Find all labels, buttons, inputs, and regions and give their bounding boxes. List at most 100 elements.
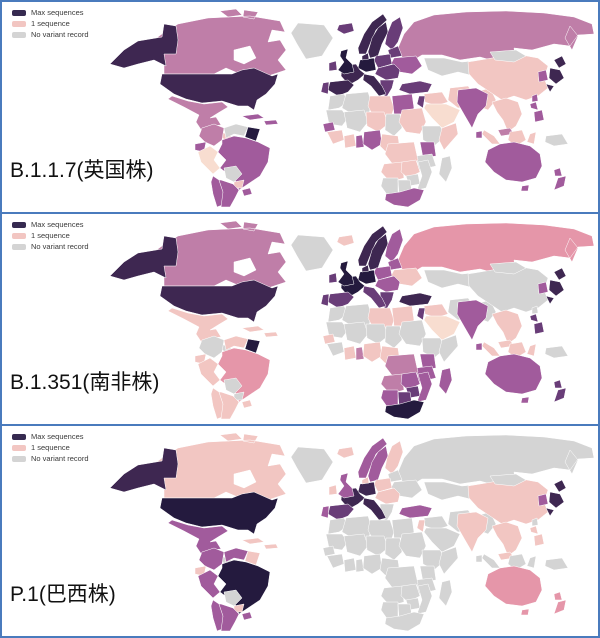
legend-label: Max sequences — [31, 220, 84, 229]
country-venezuela — [223, 547, 249, 563]
country-sudan — [398, 531, 427, 559]
country-guyanas — [244, 338, 261, 354]
country-portugal — [320, 293, 330, 307]
legend-row: Max sequences — [12, 433, 89, 441]
panel-label-b1351: B.1.351(南非株) — [10, 371, 160, 394]
legend-row: 1 sequence — [12, 232, 89, 240]
legend-swatch-none — [12, 32, 26, 38]
country-colombia — [198, 547, 225, 571]
country-caribbean — [241, 537, 279, 550]
country-newguinea — [544, 133, 569, 147]
country-guyanas — [244, 550, 261, 566]
country-iceland — [336, 234, 355, 247]
country-mexico — [167, 519, 229, 556]
country-seasia — [491, 309, 523, 345]
country-chad — [384, 113, 403, 137]
legend-row: 1 sequence — [12, 444, 89, 452]
country-seasia — [491, 521, 523, 557]
country-australia — [484, 141, 543, 183]
country-ghana — [355, 134, 365, 149]
country-saudi — [423, 527, 461, 553]
country-germany — [357, 57, 377, 73]
country-india — [456, 299, 489, 341]
legend-swatch-max — [12, 10, 26, 16]
country-philippines — [529, 313, 545, 335]
country-senegal — [322, 333, 336, 345]
country-germany — [357, 269, 377, 285]
country-germany — [357, 481, 377, 497]
world-map-p1 — [102, 428, 598, 632]
country-tasmania — [520, 184, 530, 192]
country-denmark — [361, 476, 370, 485]
world-map-b1351 — [102, 216, 598, 420]
country-denmark — [361, 264, 370, 273]
country-colombia — [198, 335, 225, 359]
country-finland — [384, 440, 404, 475]
country-israel — [416, 519, 426, 533]
country-venezuela — [223, 123, 249, 139]
country-turkey — [398, 292, 433, 307]
country-finland — [384, 228, 404, 263]
country-peru — [197, 357, 221, 387]
map-panel-b1351: Max sequences 1 sequence No variant reco… — [2, 214, 598, 426]
world-map-b117 — [102, 4, 598, 208]
legend-swatch-none — [12, 456, 26, 462]
country-southkorea — [537, 493, 549, 507]
legend-swatch-one — [12, 233, 26, 239]
country-mali — [343, 109, 369, 133]
country-madagascar — [438, 367, 453, 395]
country-norway — [357, 13, 388, 55]
country-caribbean — [241, 325, 279, 338]
legend-swatch-max — [12, 434, 26, 440]
country-mauritania — [325, 533, 349, 551]
country-portugal — [320, 81, 330, 95]
country-ivorycoast — [343, 557, 357, 573]
country-guinea — [326, 129, 345, 145]
country-nigeria — [362, 553, 383, 575]
country-argentina — [218, 179, 240, 208]
legend-swatch-one — [12, 445, 26, 451]
country-taiwan — [531, 305, 539, 315]
legend-row: No variant record — [12, 31, 89, 39]
country-senegal — [322, 121, 336, 133]
legend-swatch-one — [12, 21, 26, 27]
country-usa — [159, 491, 279, 535]
country-mongolia — [489, 261, 527, 275]
panel-label-p1: P.1(巴西株) — [10, 583, 116, 606]
country-bolivia — [223, 377, 243, 395]
country-mali — [343, 321, 369, 345]
country-greenland — [290, 234, 334, 272]
country-mauritania — [325, 109, 349, 127]
country-nigeria — [362, 341, 383, 363]
legend-label: No variant record — [31, 30, 89, 39]
country-sudan — [398, 107, 427, 135]
country-usa — [159, 279, 279, 323]
country-srilanka — [475, 554, 483, 563]
country-saudi — [423, 103, 461, 129]
country-portugal — [320, 505, 330, 519]
country-iceland — [336, 446, 355, 459]
country-hudson — [233, 45, 257, 65]
country-taiwan — [531, 93, 539, 103]
legend-label: No variant record — [31, 242, 89, 251]
country-niger — [365, 535, 389, 557]
country-newzealand — [553, 379, 567, 403]
country-guinea — [326, 553, 345, 569]
country-russia — [397, 434, 595, 487]
country-argentina — [218, 603, 240, 632]
country-guinea — [326, 341, 345, 357]
country-srilanka — [475, 342, 483, 351]
legend-label: 1 sequence — [31, 443, 70, 452]
country-japan — [545, 479, 567, 517]
country-ivorycoast — [343, 345, 357, 361]
country-somalia — [438, 546, 459, 575]
country-mali — [343, 533, 369, 557]
country-venezuela — [223, 335, 249, 351]
country-iceland — [336, 22, 355, 35]
country-uk — [337, 472, 355, 499]
country-mozambique — [416, 583, 433, 615]
country-ireland — [328, 484, 338, 496]
legend-swatch-max — [12, 222, 26, 228]
legend-swatch-none — [12, 244, 26, 250]
legend: Max sequences 1 sequence No variant reco… — [12, 221, 89, 254]
